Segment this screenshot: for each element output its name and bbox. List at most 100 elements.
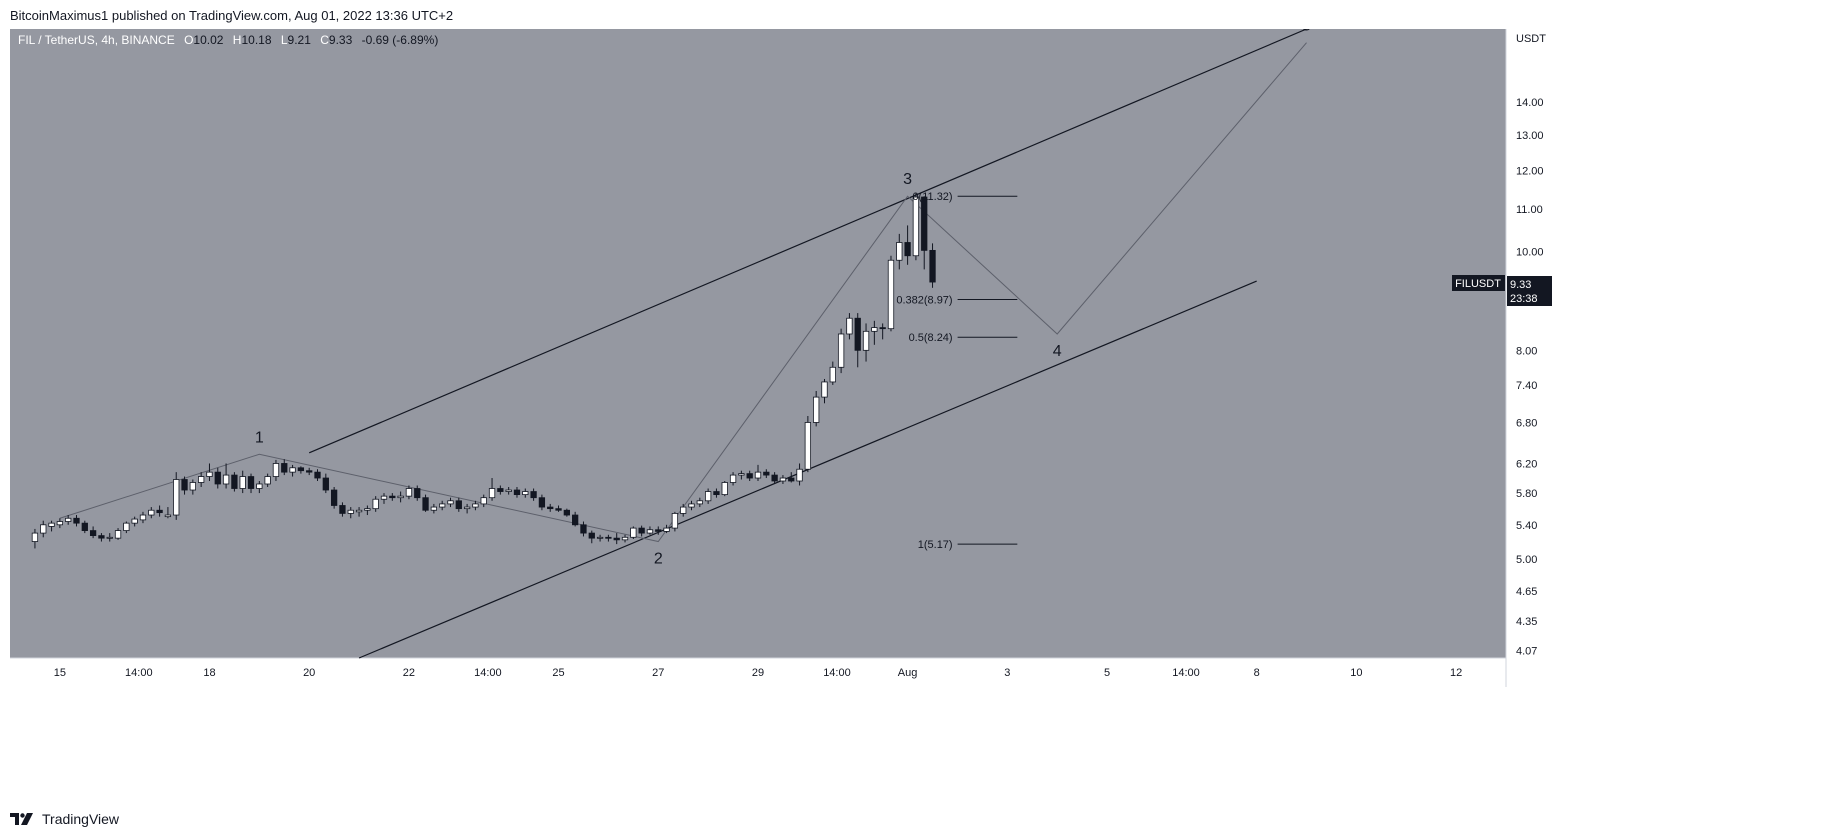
candle-body — [281, 463, 288, 473]
candle-body — [862, 330, 870, 351]
price-tick: 5.00 — [1516, 554, 1537, 566]
candle-body — [846, 317, 853, 335]
fib-label-1: 1(5.17) — [918, 539, 953, 551]
candle-body — [871, 327, 878, 332]
price-tick: 14.00 — [1516, 97, 1544, 109]
time-tick: 15 — [54, 667, 66, 679]
candle-body — [547, 506, 554, 510]
candle-body — [297, 467, 305, 472]
candle-body — [621, 536, 629, 541]
candle-body — [414, 488, 421, 499]
candle-body — [887, 259, 895, 330]
time-tick: Aug — [898, 667, 918, 679]
time-tick: 25 — [552, 667, 564, 679]
candle-body — [405, 488, 413, 497]
candle-body — [837, 333, 845, 368]
candle-body — [264, 476, 271, 485]
ohlc-low-key: L — [281, 33, 288, 47]
symbol-legend: FIL / TetherUS, 4h, BINANCE O10.02 H10.1… — [18, 33, 438, 47]
candle-body — [580, 524, 587, 534]
candle-body — [330, 489, 338, 506]
price-tick: 5.80 — [1516, 488, 1537, 500]
candle-body — [804, 422, 812, 470]
price-tick: 5.40 — [1516, 520, 1537, 532]
footer: TradingView — [10, 808, 119, 830]
candle-body — [813, 396, 820, 423]
candle-body — [198, 476, 205, 483]
candle-body — [879, 327, 886, 330]
candle-body — [929, 249, 936, 283]
channel-line-upper — [308, 28, 1307, 454]
candle-body — [289, 467, 296, 473]
candle-body — [206, 471, 213, 477]
price-tick: 4.07 — [1516, 645, 1537, 657]
time-tick: 12 — [1450, 667, 1462, 679]
wave-label-5: 5 — [1302, 29, 1311, 35]
time-tick: 3 — [1004, 667, 1010, 679]
candle-body — [389, 495, 396, 499]
candlestick-chart[interactable]: 0(11.32)0.382(8.97)0.5(8.24)1(5.17) 1234… — [10, 18, 1751, 799]
price-tick: 7.40 — [1516, 380, 1537, 392]
wave-label-4: 4 — [1053, 343, 1062, 360]
candle-body — [156, 509, 163, 514]
candle-body — [588, 532, 595, 539]
candle-body — [572, 514, 579, 526]
candle-body — [788, 477, 795, 482]
candle-body — [680, 506, 687, 514]
wave-label-2: 2 — [654, 551, 663, 568]
candle-body — [430, 506, 438, 511]
candle-body — [148, 509, 155, 516]
candle-body — [763, 471, 770, 476]
candle-body — [439, 503, 446, 508]
candle-body — [646, 529, 654, 534]
candle-body — [114, 530, 122, 539]
ohlc-high-key: H — [233, 33, 242, 47]
candle-body — [306, 470, 313, 473]
candle-body — [372, 498, 379, 510]
last-price-tag: 9.33 23:38 — [1507, 276, 1552, 306]
candle-body — [563, 509, 570, 516]
wave-label-3: 3 — [903, 171, 912, 188]
ohlc-close-value: 9.33 — [329, 33, 353, 47]
candle-body — [522, 491, 529, 496]
last-price: 9.33 — [1510, 279, 1531, 291]
time-tick: 27 — [652, 667, 664, 679]
candle-body — [605, 536, 612, 539]
price-tick: 6.20 — [1516, 458, 1537, 470]
candle-body — [447, 500, 454, 505]
plot-area[interactable] — [10, 29, 1506, 658]
price-tick: 12.00 — [1516, 165, 1544, 177]
candle-body — [912, 196, 920, 257]
candle-body — [247, 476, 255, 489]
price-tick: 10.00 — [1516, 246, 1544, 258]
price-axis-panel[interactable] — [1506, 29, 1751, 689]
time-tick: 29 — [752, 667, 764, 679]
candle-body — [139, 514, 147, 521]
candle-body — [821, 381, 828, 398]
candle-body — [164, 514, 172, 518]
wave-label-1: 1 — [255, 429, 264, 446]
candle-body — [380, 495, 388, 500]
candle-body — [779, 477, 787, 482]
ohlc-open-key: O — [184, 33, 193, 47]
candle-body — [655, 529, 662, 532]
candle-body — [754, 471, 762, 479]
candle-body — [497, 488, 504, 492]
candle-body — [48, 522, 55, 527]
price-tick: 6.80 — [1516, 417, 1537, 429]
candle-body — [696, 500, 703, 505]
candle-body — [613, 537, 620, 541]
candle-body — [854, 317, 861, 351]
candle-body — [796, 468, 803, 482]
candle-body — [729, 474, 737, 483]
price-tick: 13.00 — [1516, 130, 1544, 142]
candle-body — [904, 242, 911, 257]
candle-body — [455, 500, 462, 510]
time-tick: 8 — [1254, 667, 1260, 679]
candle-body — [56, 521, 64, 526]
candle-body — [738, 473, 745, 476]
last-price-tag-bg — [1507, 276, 1552, 306]
candle-body — [596, 536, 604, 539]
price-change: -0.69 (-6.89%) — [362, 33, 439, 47]
